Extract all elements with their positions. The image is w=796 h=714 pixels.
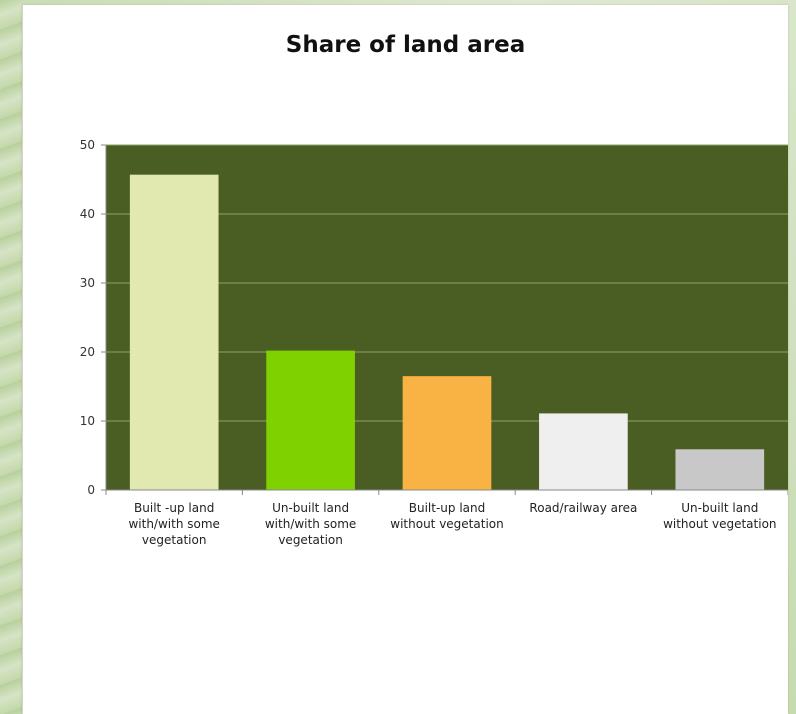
x-tick-label: Un-built land without vegetation — [663, 501, 776, 531]
x-tick-label-line: Built-up land — [409, 501, 486, 515]
bar — [675, 449, 764, 490]
bar — [266, 351, 355, 490]
bar-chart: 0 10 20 30 40 50 Built -up land with/with some v… — [23, 5, 788, 714]
y-tick-label: 50 — [80, 138, 95, 152]
x-tick-label-line: vegetation — [278, 533, 343, 547]
bar — [539, 413, 628, 490]
background-texture-left — [0, 0, 22, 714]
background-texture-right — [788, 0, 796, 714]
x-tick-label-line: with/with some — [128, 517, 219, 531]
x-tick-label: Built -up land with/with some vegetation — [128, 501, 219, 547]
x-tick-label: Road/railway area — [529, 501, 637, 515]
y-tick-label: 20 — [80, 345, 95, 359]
x-tick-label-line: without vegetation — [663, 517, 776, 531]
y-tick-label: 30 — [80, 276, 95, 290]
y-tick-label: 40 — [80, 207, 95, 221]
chart-card: Share of land area 0 10 20 30 40 50 Built -up … — [22, 5, 788, 714]
x-tick-label-line: Un-built land — [272, 501, 349, 515]
x-tick-label-line: Un-built land — [681, 501, 758, 515]
y-tick-label: 0 — [87, 483, 95, 497]
x-tick-label-line: Road/railway area — [529, 501, 637, 515]
x-tick-label: Un-built land with/with some vegetation — [265, 501, 356, 547]
y-tick-label: 10 — [80, 414, 95, 428]
x-tick-label-line: without vegetation — [390, 517, 503, 531]
x-tick-label: Built-up land without vegetation — [390, 501, 503, 531]
bar — [130, 175, 219, 490]
x-tick-label-line: with/with some — [265, 517, 356, 531]
x-tick-label-line: Built -up land — [134, 501, 214, 515]
x-tick-label-line: vegetation — [142, 533, 207, 547]
bar — [403, 376, 492, 490]
